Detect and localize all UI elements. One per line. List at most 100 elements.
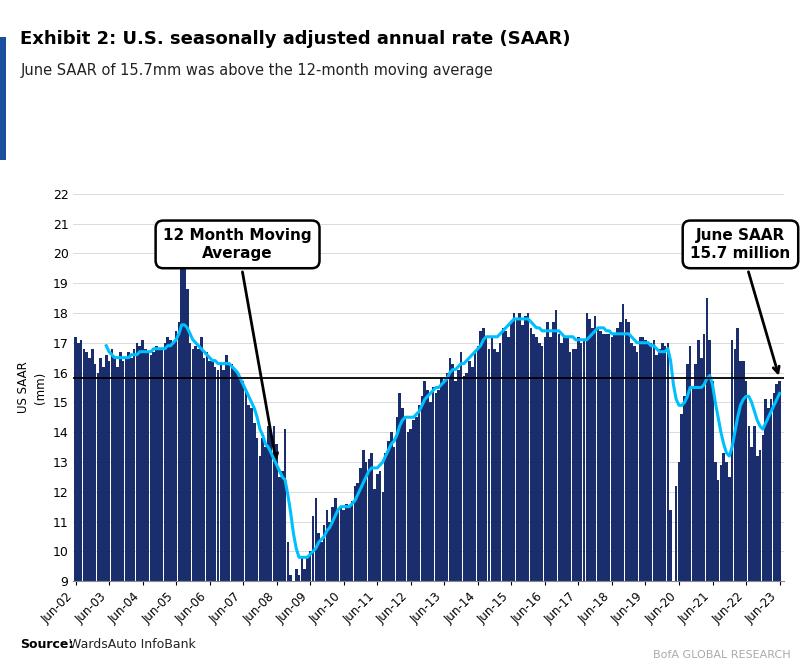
Bar: [166, 337, 169, 668]
Bar: [297, 575, 301, 668]
Bar: [675, 486, 677, 668]
Bar: [102, 367, 105, 668]
Bar: [396, 418, 398, 668]
Bar: [343, 510, 345, 668]
Bar: [485, 337, 487, 668]
Bar: [158, 349, 161, 668]
Bar: [147, 351, 149, 668]
Bar: [745, 381, 747, 668]
Bar: [99, 357, 102, 668]
Bar: [446, 373, 448, 668]
Bar: [772, 393, 775, 668]
Bar: [574, 349, 577, 668]
Bar: [739, 361, 742, 668]
Bar: [736, 328, 739, 668]
Bar: [504, 331, 507, 668]
Bar: [418, 405, 420, 668]
Y-axis label: US SAAR
(mm): US SAAR (mm): [17, 361, 47, 413]
Bar: [720, 465, 722, 668]
Bar: [211, 361, 213, 668]
Bar: [714, 462, 717, 668]
Bar: [465, 373, 468, 668]
Bar: [756, 456, 759, 668]
Bar: [776, 385, 778, 668]
Bar: [751, 447, 753, 668]
Bar: [247, 405, 250, 668]
Bar: [753, 426, 755, 668]
Bar: [591, 328, 594, 668]
Bar: [663, 346, 667, 668]
Bar: [385, 453, 387, 668]
Bar: [661, 343, 663, 668]
Bar: [406, 432, 410, 668]
Bar: [678, 462, 680, 668]
Bar: [541, 346, 543, 668]
Bar: [222, 369, 225, 668]
Bar: [524, 316, 527, 668]
Bar: [692, 387, 694, 668]
Bar: [625, 319, 627, 668]
Bar: [144, 349, 146, 668]
Bar: [124, 357, 127, 668]
Bar: [186, 289, 188, 668]
Bar: [381, 492, 384, 668]
Bar: [387, 441, 389, 668]
Bar: [138, 346, 141, 668]
Bar: [217, 369, 219, 668]
Bar: [535, 337, 538, 668]
Bar: [494, 349, 496, 668]
Bar: [770, 399, 772, 668]
Bar: [164, 343, 166, 668]
Bar: [513, 313, 516, 668]
Bar: [437, 390, 440, 668]
Bar: [364, 462, 368, 668]
Bar: [334, 498, 337, 668]
Bar: [728, 477, 730, 668]
Bar: [412, 420, 415, 668]
Bar: [105, 355, 107, 668]
Bar: [107, 361, 111, 668]
Bar: [339, 506, 343, 668]
Bar: [686, 363, 688, 668]
Bar: [642, 337, 644, 668]
Bar: [306, 557, 309, 668]
Bar: [91, 349, 94, 668]
Bar: [390, 432, 393, 668]
Bar: [431, 387, 435, 668]
Bar: [318, 534, 320, 668]
Bar: [228, 363, 230, 668]
Bar: [496, 351, 499, 668]
Bar: [97, 373, 99, 668]
Bar: [267, 426, 270, 668]
Bar: [655, 355, 658, 668]
Bar: [700, 357, 703, 668]
Bar: [594, 316, 596, 668]
Bar: [452, 363, 454, 668]
Bar: [401, 408, 404, 668]
Bar: [566, 337, 569, 668]
Bar: [191, 349, 194, 668]
Bar: [705, 298, 709, 668]
Bar: [225, 355, 228, 668]
Bar: [628, 322, 630, 668]
Bar: [596, 328, 600, 668]
Bar: [356, 483, 359, 668]
Bar: [546, 322, 549, 668]
Bar: [214, 367, 217, 668]
Bar: [236, 373, 239, 668]
Bar: [331, 506, 334, 668]
Bar: [549, 337, 552, 668]
Bar: [119, 351, 121, 668]
Bar: [312, 516, 314, 668]
Bar: [348, 506, 351, 668]
Bar: [507, 337, 510, 668]
Bar: [169, 340, 172, 668]
Bar: [172, 343, 175, 668]
Bar: [561, 343, 563, 668]
Text: WardsAuto InfoBank: WardsAuto InfoBank: [69, 639, 196, 651]
Bar: [617, 328, 619, 668]
Bar: [613, 334, 616, 668]
Bar: [644, 340, 646, 668]
Bar: [653, 340, 655, 668]
Bar: [462, 375, 465, 668]
